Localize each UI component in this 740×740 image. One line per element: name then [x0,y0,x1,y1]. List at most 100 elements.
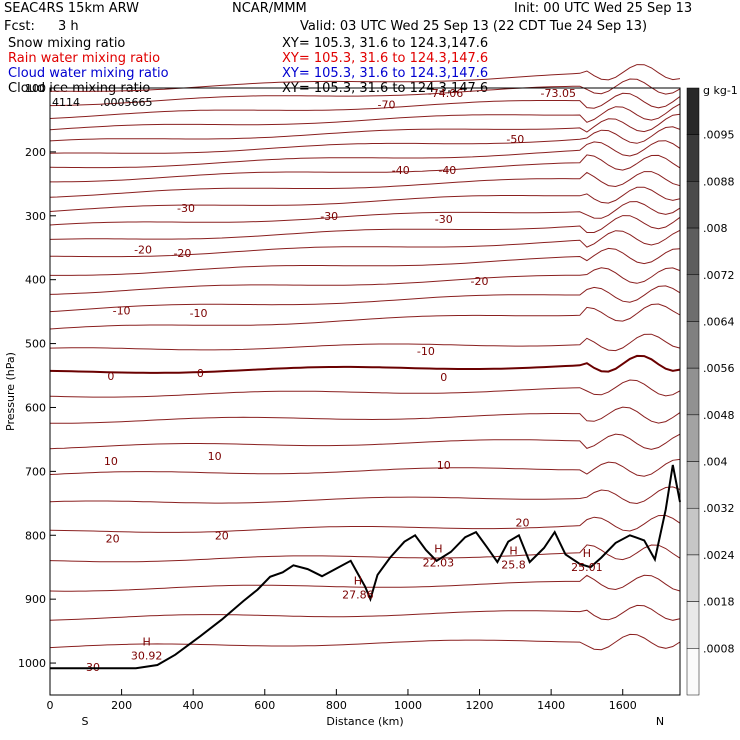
contour-label: -73.05 [541,87,576,100]
colorbar-tick-label: .004 [703,456,728,469]
isotherm-line [49,333,681,352]
x-tick-label: 400 [183,699,204,712]
field-xy-rain: XY= 105.3, 31.6 to 124.3,147.6 [282,51,489,66]
x-tick-label: 1200 [466,699,494,712]
y-tick-label: 400 [25,274,46,287]
isotherm-line [49,103,681,131]
y-tick-label: 700 [25,465,46,478]
high-value-label: 25.8 [501,559,526,572]
field-name-cloud-water: Cloud water mixing ratio [8,66,169,81]
isotherm-line [49,186,681,212]
contour-label: -70 [377,99,395,112]
colorbar-tick-label: .0056 [703,362,735,375]
colorbar-tick-label: .0095 [703,129,735,142]
isotherm-line [49,379,681,398]
isotherm-line [49,78,681,107]
y-tick-label: 500 [25,338,46,351]
south-label: S [82,715,89,728]
high-marker: H [509,545,517,558]
contour-label: -30 [177,202,195,215]
contour-label: -40 [438,164,456,177]
colorbar-segment [686,87,700,135]
fcst-label: Fcst: [4,19,35,34]
isotherm-line [49,201,681,226]
colorbar-segment [686,274,700,322]
contour-label: 20 [215,529,229,542]
model-title: SEAC4RS 15km ARW [4,1,140,16]
colorbar-tick-label: .008 [703,222,728,235]
contour-label: -30 [435,213,453,226]
contour-label: -30 [320,210,338,223]
contour-label: -20 [173,247,191,260]
isotherm-line [49,433,681,450]
north-label: N [656,715,664,728]
high-value-label: 30.92 [131,649,163,662]
center-title: NCAR/MMM [232,1,307,16]
isotherm-line [49,171,681,198]
isotherm-line [50,64,681,92]
isotherm-line [49,514,681,533]
contour-label: -50 [506,133,524,146]
isotherm-line [49,458,681,477]
isotherm-line [49,215,681,240]
y-axis-title: Pressure (hPa) [4,352,17,431]
isotherm-line [50,154,681,183]
isotherm-line [49,303,681,330]
contour-label: 0 [197,367,204,380]
colorbar-segment [686,554,700,602]
isotherm-line [49,633,681,651]
isotherm-line [49,604,681,621]
contour-label: 0 [107,370,114,383]
y-tick-label: 200 [25,146,46,159]
x-tick-label: 1400 [537,699,565,712]
isotherm-line [50,247,681,276]
contour-label: -40 [392,164,410,177]
isotherm-line [49,92,681,119]
contour-label: 10 [437,459,451,472]
isotherm-line [49,140,681,169]
high-value-label: 27.86 [342,589,374,602]
high-value-label: 22.03 [423,557,455,570]
isotherm-line [49,126,681,154]
init-time: Init: 00 UTC Wed 25 Sep 13 [514,1,693,16]
x-tick-label: 800 [326,699,347,712]
high-marker: H [354,575,362,588]
high-marker: H [434,543,442,556]
colorbar-segment [686,227,700,276]
isotherm-line [49,544,681,563]
contour-label: 20 [516,516,530,529]
colorbar-segment [686,461,700,509]
field-name-snow: Snow mixing ratio [8,36,126,51]
contour-label: -74.06 [428,87,463,100]
colorbar-tick-label: .0008 [703,642,735,655]
isotherm-line [50,229,681,258]
colorbar-segment [686,321,700,369]
high-value-label: 25.01 [571,561,603,574]
valid-time: Valid: 03 UTC Wed 25 Sep 13 (22 CDT Tue … [300,19,648,34]
contour-label: 0 [440,371,447,384]
colorbar-segment [686,367,700,416]
y-tick-label: 300 [25,210,46,223]
x-tick-label: 1600 [609,699,637,712]
high-marker: H [583,547,591,560]
isotherm-line [49,113,681,142]
x-tick-label: 200 [111,699,132,712]
colorbar-segment [686,181,700,229]
corner-value-right: .0005665 [100,96,153,109]
colorbar-tick-label: .0048 [703,409,735,422]
colorbar-unit: g kg-1 [703,84,738,97]
fcst-value: 3 h [58,19,79,34]
contour-label: -10 [113,304,131,317]
contour-label: 10 [208,450,222,463]
isotherm-line [49,267,681,295]
field-name-rain: Rain water mixing ratio [8,51,161,66]
contour-label: -20 [471,275,489,288]
colorbar-tick-label: .0064 [703,315,735,328]
contour-label: 20 [106,532,120,545]
terrain-line [50,464,681,670]
colorbar-tick-label: .0024 [703,549,735,562]
isotherm-line [49,486,681,505]
colorbar-segment [686,414,700,462]
x-tick-label: 600 [254,699,275,712]
x-tick-label: 0 [47,699,54,712]
